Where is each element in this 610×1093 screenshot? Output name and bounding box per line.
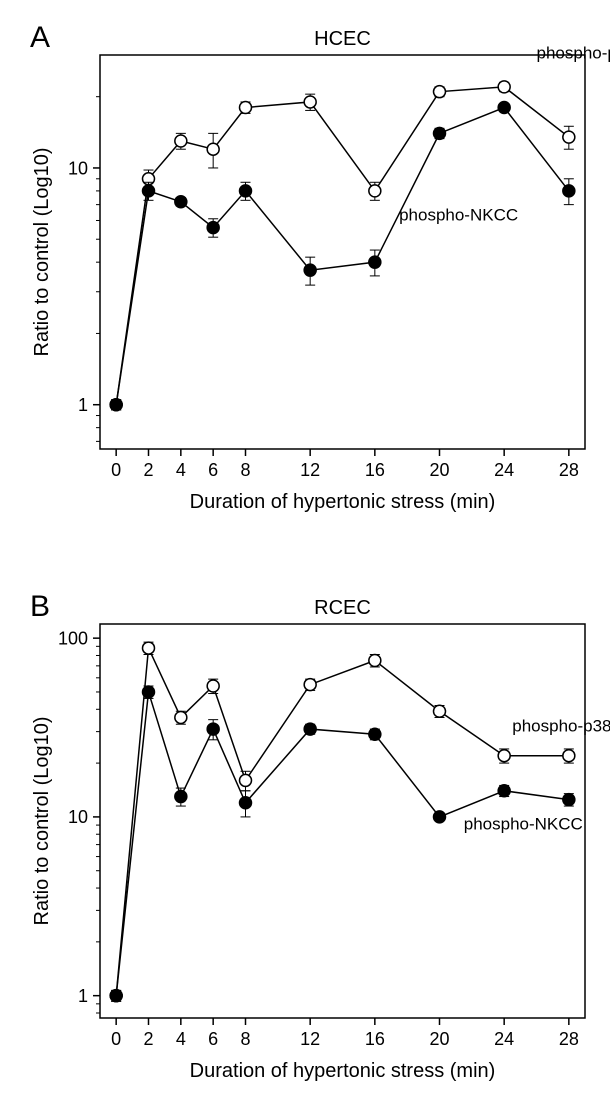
panel-title: HCEC: [314, 28, 371, 50]
xtick-label: 24: [494, 1029, 514, 1049]
series-label: phospho-NKCC: [399, 205, 518, 224]
xtick-label: 16: [365, 1029, 385, 1049]
ytick-label: 1: [78, 395, 88, 415]
panel-letter: A: [30, 21, 50, 54]
xtick-label: 8: [240, 460, 250, 480]
xtick-label: 12: [300, 460, 320, 480]
ytick-label: 10: [68, 158, 88, 178]
y-axis-label: Ratio to control (Log10): [31, 147, 53, 356]
xtick-label: 0: [111, 460, 121, 480]
figure-svg: 024681216202428110Duration of hypertonic…: [0, 0, 610, 1093]
ytick-label: 100: [58, 628, 88, 648]
xtick-label: 8: [240, 1029, 250, 1049]
ytick-label: 1: [78, 986, 88, 1006]
figure-container: 024681216202428110Duration of hypertonic…: [0, 0, 610, 1093]
xtick-label: 4: [176, 1029, 186, 1049]
xtick-label: 6: [208, 460, 218, 480]
xtick-label: 16: [365, 460, 385, 480]
xtick-label: 20: [429, 460, 449, 480]
panel-letter: B: [30, 590, 50, 623]
xtick-label: 2: [143, 1029, 153, 1049]
xtick-label: 6: [208, 1029, 218, 1049]
xtick-label: 4: [176, 460, 186, 480]
xtick-label: 28: [559, 1029, 579, 1049]
xtick-label: 28: [559, 460, 579, 480]
xtick-label: 0: [111, 1029, 121, 1049]
x-axis-label: Duration of hypertonic stress (min): [190, 1060, 496, 1082]
xtick-label: 24: [494, 460, 514, 480]
xtick-label: 20: [429, 1029, 449, 1049]
series-label: phospho-NKCC: [464, 815, 583, 834]
x-axis-label: Duration of hypertonic stress (min): [190, 491, 496, 513]
xtick-label: 2: [143, 460, 153, 480]
xtick-label: 12: [300, 1029, 320, 1049]
panel-title: RCEC: [314, 597, 371, 619]
ytick-label: 10: [68, 807, 88, 827]
y-axis-label: Ratio to control (Log10): [31, 716, 53, 925]
series-label: phospho-p38: [512, 717, 610, 736]
series-label: phospho-p38: [537, 43, 610, 62]
